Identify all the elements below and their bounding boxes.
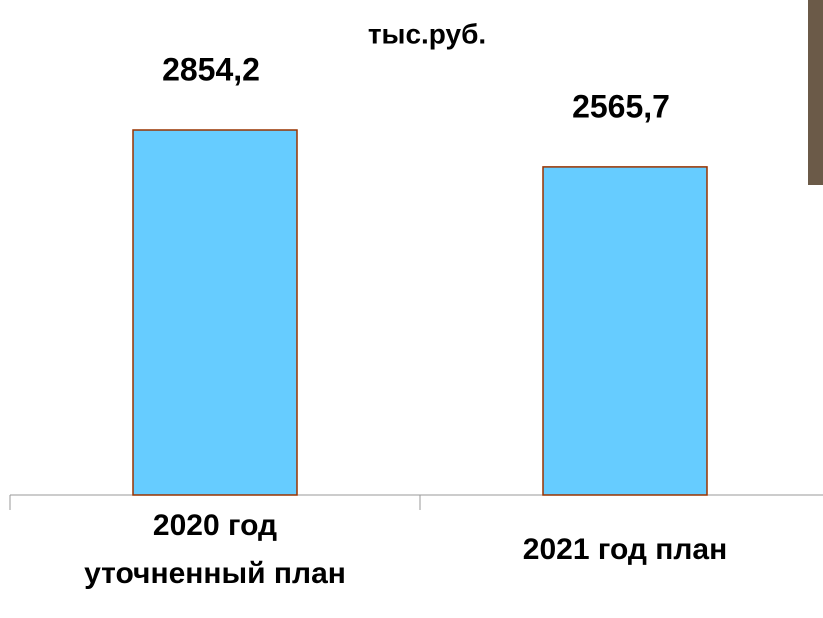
bar <box>132 129 298 496</box>
x-tick-label: 2020 год уточненный план <box>84 509 346 590</box>
value-label: 2854,2 <box>162 51 260 87</box>
x-tick-label: 2021 год план <box>522 533 728 566</box>
bar <box>542 166 708 496</box>
value-label: 2565,7 <box>572 88 670 124</box>
photo-fragment <box>808 0 823 185</box>
chart-title: тыс.руб. <box>368 18 486 49</box>
